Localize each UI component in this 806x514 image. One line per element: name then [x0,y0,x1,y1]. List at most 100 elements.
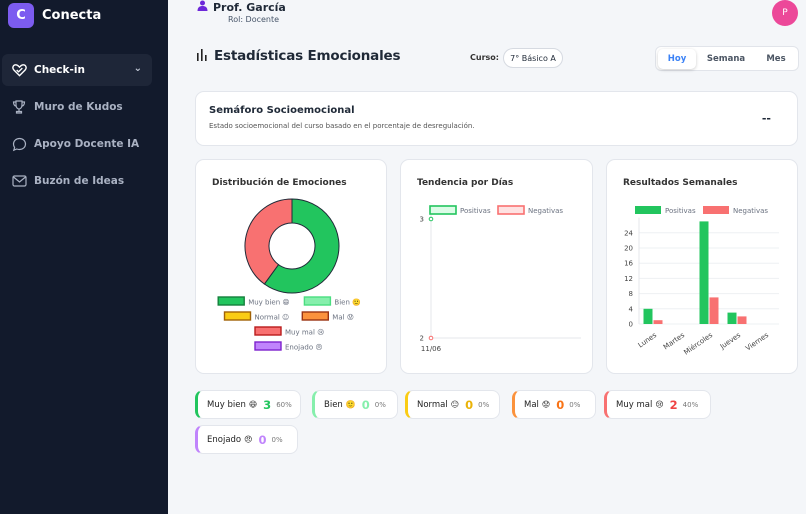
bar [737,316,747,324]
user-info: Prof. García Rol: Docente [197,0,286,24]
chip-count: 0 [556,397,565,412]
y-tick-label: 0 [629,321,633,329]
chip-label: Normal [417,399,448,410]
legend-label: Negativas [528,207,563,215]
sidebar-item-label: Apoyo Docente IA [34,138,140,150]
bar [653,320,663,324]
chip-label: Bien [324,399,343,410]
data-point [428,216,434,222]
chart-title: Tendencia por Días [417,178,514,188]
emotion-emoji: 😢 [655,400,664,409]
chip-percent: 40% [682,400,699,409]
page-title-row: Estadísticas Emocionales [196,46,400,65]
trend-chart-card: Tendencia por Días 2 3 11/06 Positivas Negat… [400,159,593,374]
emotion-emoji: 🙂 [345,400,356,409]
heart-check-icon [10,61,28,79]
sidebar-item-label: Buzón de Ideas [34,175,125,187]
avatar[interactable]: P [772,0,798,26]
emotion-emoji: 😠 [244,435,253,444]
chip-count: 0 [258,432,267,447]
x-tick-label: Viernes [744,331,770,353]
bar [727,312,737,324]
curso-label: Curso: [470,53,499,62]
x-tick-label: Martes [662,331,686,351]
legend-label: Positivas [460,207,491,215]
sidebar-item-buzon[interactable]: Buzón de Ideas [2,165,152,197]
user-role: Rol: Docente [228,15,280,24]
legend-swatch [703,206,729,214]
x-tick-label: Miércoles [682,331,714,357]
trophy-icon [10,98,28,116]
chip-percent: 0% [478,400,490,409]
x-tick-label: 11/06 [421,345,442,353]
bar [643,308,653,324]
y-tick-label: 16 [624,260,633,268]
semaforo-value: -- [761,112,771,125]
user-name: Prof. García [213,0,286,14]
pie-slice [263,198,340,294]
chart-title: Distribución de Emociones [212,178,347,188]
semaforo-title: Semáforo Socioemocional [209,105,355,116]
legend-swatch [254,326,282,336]
summary-chip-mal: Mal 😟 0 0% [512,390,596,419]
chart-title: Resultados Semanales [623,178,738,188]
bar [699,221,709,324]
legend-swatch [303,296,332,306]
user-icon [197,0,208,14]
legend-swatch [223,311,252,321]
mail-icon [10,172,28,190]
summary-chip-bien: Bien 🙂 0 0% [312,390,398,419]
brand-name: Conecta [42,8,102,23]
donut-chart: Muy bien 😄 Bien 🙂 Normal 😐 Mal 😟 Muy mal 😢 En… [217,198,361,352]
chip-count: 0 [465,397,474,412]
chip-label: Muy bien [207,399,246,410]
legend-label: Positivas [665,207,696,215]
summary-chip-muy-mal: Muy mal 😢 2 40% [604,390,711,419]
brand-logo: C [8,3,34,28]
legend-swatch [429,205,457,215]
chip-count: 0 [361,397,370,412]
distribution-chart-card: Distribución de Emociones Muy bien 😄 Bien… [195,159,387,374]
data-point [428,335,434,341]
emotion-emoji: 😟 [541,400,551,409]
chip-count: 3 [263,397,272,412]
emotion-emoji: 😐 [450,400,460,409]
legend-swatch [635,206,661,214]
x-tick-label: Lunes [637,331,659,350]
semaforo-subtitle: Estado socioemocional del curso basado e… [209,122,475,130]
y-tick-label: 2 [420,335,424,343]
legend-swatch [254,341,282,351]
y-tick-label: 20 [624,245,633,253]
y-tick-label: 12 [624,275,633,283]
brand[interactable]: C Conecta [8,3,101,28]
sidebar-item-check-in[interactable]: Check-in ⌄ [2,54,152,86]
legend-label: Enojado 😠 [285,344,323,352]
legend-label: Muy bien 😄 [248,299,290,307]
chip-label: Muy mal [616,399,653,410]
chevron-down-icon: ⌄ [133,63,142,74]
legend-label: Mal 😟 [332,314,354,322]
legend-label: Negativas [733,207,768,215]
emotion-emoji: 😄 [248,400,258,409]
chip-percent: 0% [374,400,386,409]
y-tick-label: 3 [420,216,424,224]
summary-chip-muy-bien: Muy bien 😄 3 60% [195,390,301,419]
y-tick-label: 24 [624,229,633,237]
chip-count: 2 [669,397,678,412]
sidebar-item-kudos[interactable]: Muro de Kudos [2,91,152,123]
summary-chip-enojado: Enojado 😠 0 0% [195,425,298,454]
period-mes-button[interactable]: Mes [766,53,786,64]
period-semana-button[interactable]: Semana [706,53,746,64]
period-hoy-button[interactable]: Hoy [658,48,696,69]
weekly-chart-card: Resultados Semanales 0 4 8 12 16 20 24 Lunes Mar… [606,159,798,374]
chat-icon [10,135,28,153]
user-name-row: Prof. García [197,0,286,14]
semaforo-card: Semáforo Socioemocional Estado socioemoc… [195,91,798,146]
sidebar-item-label: Check-in [34,64,85,76]
bar-chart-icon [196,46,208,65]
curso-select[interactable]: 7° Básico A [503,48,563,68]
sidebar-item-label: Muro de Kudos [34,101,123,113]
sidebar-item-apoyo-docente[interactable]: Apoyo Docente IA [2,128,152,160]
x-tick-label: Jueves [718,331,742,351]
